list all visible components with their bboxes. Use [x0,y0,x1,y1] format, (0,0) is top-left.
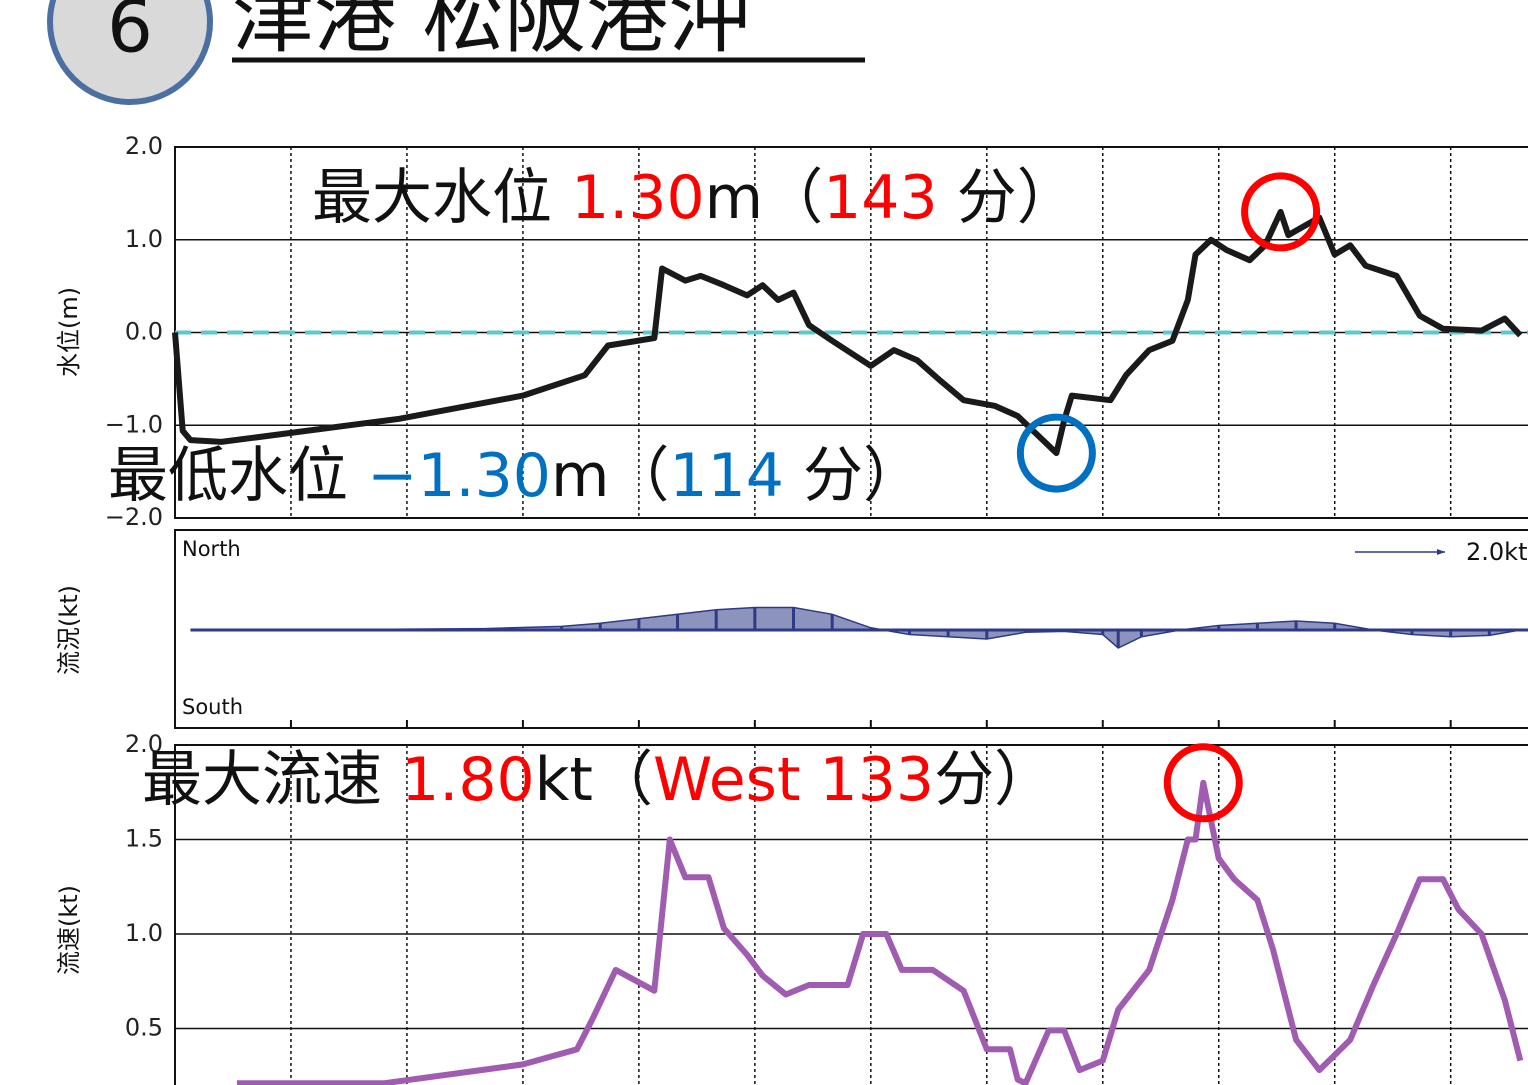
annotation-part: m（ [551,441,669,511]
annotation-part: 最大流速 [142,745,401,815]
y-tick-label: 1.0 [125,225,163,253]
y-tick-label: 2.0 [125,730,163,758]
highlight-circle [1163,743,1243,823]
y-tick-label: 1.0 [125,919,163,947]
annotation-part: 1.30 [571,163,705,233]
y-axis-label: 流速(kt) [55,885,83,975]
y-tick-label: 2.0 [125,132,163,160]
annotation-part: m（ [705,163,823,233]
annotation-part: 143 [823,163,938,233]
y-tick-label: −2.0 [105,503,163,531]
badge-number: 6 [107,0,153,69]
annotation-part: kt（ [535,745,653,815]
data-line [236,779,1524,1085]
y-axis-label: 水位(m) [55,287,83,377]
annotation-part: 114 [669,441,784,511]
annotation-part: 最低水位 [108,441,367,511]
y-tick-label: −1.0 [105,410,163,438]
annotation-part: −1.30 [367,441,551,511]
annotation: 最低水位 −1.30m（114 分） [108,441,923,511]
highlight-circle [1241,172,1321,252]
y-tick-label: 1.5 [125,825,163,853]
y-tick-label: 0.5 [125,1014,163,1042]
annotation-part: West 133 [653,745,934,815]
annotation-part: 分） [784,441,923,511]
reference-arrowhead [1437,549,1445,555]
annotation-part: 最大水位 [312,163,571,233]
highlight-circle [1016,413,1096,493]
annotation-part: 分） [938,163,1077,233]
page-title: 津港 松阪港沖 [232,0,750,64]
y-axis-label: 流況(kt) [55,585,83,675]
data-line [172,208,1523,457]
plot-frame [174,529,1528,729]
annotation: 最大水位 1.30m（143 分） [312,163,1077,233]
north-label: North [182,537,241,561]
number-badge [47,0,213,105]
current-envelope [190,606,1521,649]
reference-label: 2.0kt [1466,538,1527,566]
south-label: South [182,695,243,719]
annotation-part: 1.80 [401,745,535,815]
y-tick-label: 0.0 [125,318,163,346]
annotation: 最大流速 1.80kt（West 133分） [142,745,1054,815]
annotation-part: 分） [934,745,1054,815]
